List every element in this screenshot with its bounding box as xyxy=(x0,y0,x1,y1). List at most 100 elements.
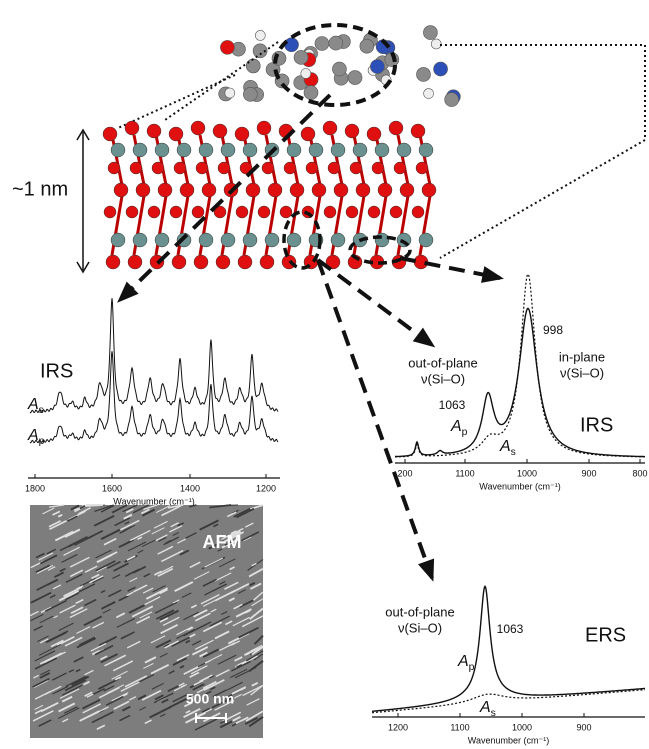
atom xyxy=(332,62,346,76)
atom xyxy=(394,162,406,174)
atom xyxy=(255,30,265,40)
atom xyxy=(390,206,402,218)
atom xyxy=(221,143,235,157)
atom xyxy=(220,40,234,54)
spectrum-trace xyxy=(30,298,278,413)
label: 500 nm xyxy=(186,691,234,707)
label: ~1 nm xyxy=(12,178,68,200)
atom xyxy=(126,206,138,218)
symbol: A xyxy=(479,699,491,716)
subscript: p xyxy=(469,662,475,673)
atom xyxy=(301,127,315,141)
atom xyxy=(434,62,448,76)
atom xyxy=(412,206,424,218)
atom xyxy=(301,69,311,79)
arrow-head xyxy=(418,559,434,582)
atom xyxy=(235,127,249,141)
label: 1100 xyxy=(450,722,469,732)
frame-line xyxy=(165,42,278,120)
atom xyxy=(370,60,384,74)
frame-line xyxy=(118,75,235,128)
atom xyxy=(350,162,362,174)
label: 800 xyxy=(632,468,647,478)
atom xyxy=(304,86,318,100)
atom xyxy=(170,206,182,218)
label: ν(Si–O) xyxy=(560,365,604,380)
atom xyxy=(174,162,186,174)
label: 998 xyxy=(543,323,563,337)
arrow-head xyxy=(413,328,435,348)
atom xyxy=(177,143,191,157)
atom xyxy=(284,162,296,174)
atom xyxy=(257,121,271,135)
atom xyxy=(155,143,169,157)
atom xyxy=(180,183,194,197)
atom xyxy=(158,183,172,197)
atom xyxy=(416,162,428,174)
atom xyxy=(312,183,326,197)
atom xyxy=(424,89,434,99)
atom xyxy=(411,124,425,138)
atom xyxy=(360,39,374,53)
atom xyxy=(378,183,392,197)
trace-label: As xyxy=(479,699,496,718)
trace-label: As xyxy=(27,396,44,415)
atom xyxy=(199,233,213,247)
atom xyxy=(202,183,216,197)
atom xyxy=(155,233,169,247)
trace-label: Ap xyxy=(27,427,45,446)
atom xyxy=(104,206,116,218)
atom xyxy=(147,124,161,138)
atom xyxy=(353,143,367,157)
figure: ~1 nm1800160014001200Wavenumber (cm⁻¹)IR… xyxy=(0,0,649,749)
atom xyxy=(192,206,204,218)
atom xyxy=(243,87,257,101)
atom xyxy=(148,206,160,218)
arrow-head xyxy=(117,282,138,303)
label: out-of-plane xyxy=(385,604,454,619)
subscript: s xyxy=(491,708,496,719)
atom xyxy=(108,162,120,174)
atom xyxy=(346,206,358,218)
atom xyxy=(348,71,362,85)
atom xyxy=(280,206,292,218)
trace-label: As xyxy=(499,438,516,457)
symbol: A xyxy=(27,396,39,413)
label: in-plane xyxy=(559,349,605,364)
symbol: A xyxy=(27,427,39,444)
afm-texture xyxy=(224,505,238,506)
subscript: s xyxy=(511,447,516,458)
atom xyxy=(125,121,139,135)
atom xyxy=(423,26,437,40)
atom xyxy=(328,162,340,174)
label: 1000 xyxy=(512,722,532,732)
symbol: A xyxy=(499,438,511,455)
label: 1200 xyxy=(256,483,276,493)
atom xyxy=(368,206,380,218)
subscript: p xyxy=(39,436,45,447)
atom xyxy=(309,143,323,157)
atom xyxy=(111,143,125,157)
label: ERS xyxy=(585,624,626,646)
label: 1800 xyxy=(25,483,45,493)
arrow-head xyxy=(481,266,504,283)
atom xyxy=(130,162,142,174)
atom xyxy=(199,143,213,157)
atom xyxy=(246,59,260,73)
atom xyxy=(152,162,164,174)
atom xyxy=(225,88,235,98)
atom xyxy=(262,162,274,174)
label: Wavenumber (cm⁻¹) xyxy=(468,735,549,745)
label: 1063 xyxy=(497,622,524,636)
label: 1063 xyxy=(439,398,466,412)
label: Wavenumber (cm⁻¹) xyxy=(479,481,560,491)
label: IRS xyxy=(40,360,73,382)
atom xyxy=(375,233,389,247)
atom xyxy=(238,255,252,269)
atom xyxy=(243,143,257,157)
label: 900 xyxy=(581,468,596,478)
atom xyxy=(287,233,301,247)
label: IRS xyxy=(580,414,613,436)
atom xyxy=(169,127,183,141)
label: 900 xyxy=(576,722,591,732)
